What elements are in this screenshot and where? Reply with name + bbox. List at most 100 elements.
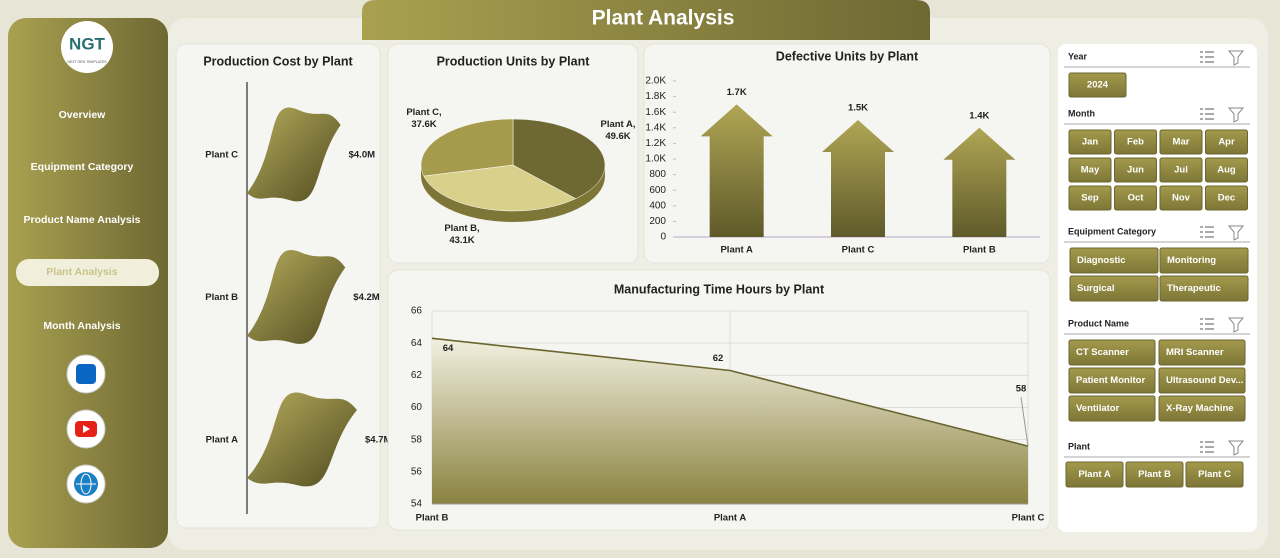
slicer-button[interactable]: MRI Scanner [1158, 339, 1246, 366]
slicer-button[interactable]: Plant C [1185, 461, 1244, 488]
clear-filter-icon[interactable] [1227, 107, 1245, 123]
youtube-play [83, 425, 90, 433]
slicer-button-bg [1205, 185, 1248, 211]
x-tick-label: Plant C [1012, 513, 1045, 524]
nav-item[interactable]: Overview [59, 109, 107, 121]
slicer-title: Month [1068, 108, 1095, 118]
y-tick-label: 60 [411, 402, 423, 413]
nav-item[interactable]: Month Analysis [43, 320, 120, 332]
slicer-button[interactable]: Jan [1068, 129, 1112, 155]
y-tick-label: 1.0K [645, 154, 666, 165]
slicer-button-bg [1158, 367, 1246, 394]
y-tick-label: 400 [649, 200, 666, 211]
x-tick-label: Plant B [416, 513, 449, 524]
slicer-button-label: X-Ray Machine [1166, 403, 1234, 414]
y-tick-label: 1.8K [645, 91, 666, 102]
bar [943, 127, 1016, 237]
data-label: 1.7K [727, 87, 747, 98]
y-tick-label: 56 [411, 466, 423, 477]
slicer-button-bg [1205, 129, 1248, 155]
line [431, 337, 1029, 447]
multi-select-icon[interactable] [1200, 226, 1214, 238]
slicer-button[interactable]: CT Scanner [1068, 339, 1156, 366]
y-tick-label: 200 [649, 216, 666, 227]
slicer-button-bg [1068, 367, 1156, 394]
slicer-title: Product Name [1068, 318, 1129, 328]
slicer-button-bg [1159, 275, 1249, 302]
nav-item[interactable]: Equipment Category [31, 161, 134, 173]
slicer-button[interactable]: Nov [1159, 185, 1203, 211]
slicer-button-label: Sep [1081, 193, 1099, 204]
title-banner [362, 0, 930, 40]
slicer-button[interactable]: Ventilator [1068, 395, 1156, 422]
data-label: $4.2M [353, 292, 379, 303]
slicer-button[interactable]: Surgical [1069, 275, 1159, 302]
slicer-button[interactable]: Plant B [1125, 461, 1184, 488]
clear-filter-icon[interactable] [1227, 225, 1245, 241]
slicer-button-bg [1065, 461, 1124, 488]
multi-select-icon[interactable] [1200, 108, 1214, 120]
bar [700, 104, 773, 238]
bar [247, 107, 341, 202]
x-tick-label: Plant B [963, 245, 996, 256]
clear-filter-icon[interactable] [1227, 317, 1245, 333]
multi-select-icon[interactable] [1200, 318, 1214, 330]
slicer-button[interactable]: Monitoring [1159, 247, 1249, 274]
pie-slice [423, 164, 577, 212]
clear-filter-icon[interactable] [1227, 440, 1245, 456]
slicer-button-label: Aug [1217, 165, 1236, 176]
clear-filter-icon[interactable] [1227, 50, 1245, 66]
y-tick-label: 800 [649, 169, 666, 180]
slicer-button[interactable]: Mar [1159, 129, 1203, 155]
slicer-button[interactable]: Jul [1159, 157, 1203, 183]
slicer-button-label: Apr [1218, 137, 1235, 148]
slicer-button[interactable]: Patient Monitor [1068, 367, 1156, 394]
slicer-button[interactable]: X-Ray Machine [1158, 395, 1246, 422]
slicer-button[interactable]: Apr [1205, 129, 1248, 155]
logo-subtitle: NEXT GEN TEMPLATES [67, 60, 107, 64]
data-label: 58 [1016, 384, 1027, 395]
slicer-button[interactable]: 2024 [1068, 72, 1127, 98]
slicer-button[interactable]: Sep [1068, 185, 1112, 211]
nav-item[interactable]: Product Name Analysis [24, 214, 141, 226]
slicer-button[interactable]: May [1068, 157, 1112, 183]
slicer-button[interactable]: Jun [1114, 157, 1157, 183]
chart-title: Production Cost by Plant [203, 54, 353, 68]
slicer-button[interactable]: Aug [1205, 157, 1248, 183]
slicer-button-bg [1068, 72, 1127, 98]
y-tick-label: Plant B [205, 292, 238, 303]
area-fill [432, 338, 1028, 504]
pie-category: Plant B [444, 223, 477, 234]
pie-value-label: 37.6K [411, 119, 436, 130]
nav-item[interactable]: Plant Analysis [46, 266, 118, 278]
pie-category: Plant C [406, 107, 439, 118]
x-tick-label: Plant A [714, 513, 747, 524]
slicer-button-bg [1205, 157, 1248, 183]
slicer-button[interactable]: Oct [1114, 185, 1157, 211]
y-tick-label: 54 [411, 499, 423, 510]
slicer-button[interactable]: Feb [1114, 129, 1157, 155]
slicer-button[interactable]: Plant A [1065, 461, 1124, 488]
y-tick-label: 1.2K [645, 138, 666, 149]
slicer-button[interactable]: Ultrasound Dev... [1158, 367, 1246, 394]
slicer-button-label: Ultrasound Dev... [1166, 375, 1243, 386]
slicer-button[interactable]: Therapeutic [1159, 275, 1249, 302]
slicer-button-label: Ventilator [1076, 403, 1120, 414]
y-tick-label: 58 [411, 434, 423, 445]
slicer-button-bg [1159, 129, 1203, 155]
slicer-button-bg [1158, 395, 1246, 422]
bar [247, 249, 346, 344]
data-label: 64 [443, 343, 454, 354]
slicer-button-bg [1125, 461, 1184, 488]
multi-select-icon[interactable] [1200, 51, 1214, 63]
multi-select-icon[interactable] [1200, 441, 1214, 453]
slicer-button-bg [1068, 129, 1112, 155]
slicer-button-bg [1158, 339, 1246, 366]
slicer-button[interactable]: Dec [1205, 185, 1248, 211]
slicer-button-label: Jun [1127, 165, 1144, 176]
slicer-button-label: Monitoring [1167, 255, 1216, 266]
page-title: Plant Analysis [592, 7, 735, 30]
slicer-button[interactable]: Diagnostic [1069, 247, 1159, 274]
